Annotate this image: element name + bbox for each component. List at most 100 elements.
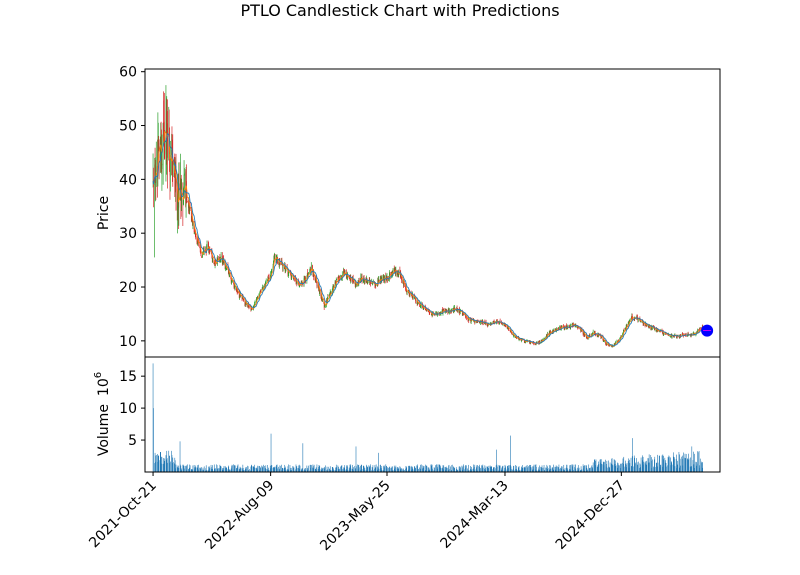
candle-body [354, 281, 356, 286]
candle-body [606, 343, 607, 345]
volume-bar [512, 468, 514, 472]
volume-bar [538, 469, 539, 472]
candle-body [668, 334, 670, 337]
candle-body [628, 321, 630, 323]
candle-body [213, 259, 215, 264]
candle-body [364, 279, 366, 282]
volume-bar [442, 465, 444, 472]
volume-bar [443, 469, 444, 472]
candle-body [185, 182, 187, 206]
candle-body [370, 282, 371, 285]
volume-bar [211, 467, 212, 472]
candle-body [673, 336, 674, 337]
candle-body [251, 308, 252, 310]
volume-bar [167, 462, 168, 472]
volume-bar [535, 469, 536, 472]
volume-bar [589, 468, 590, 472]
volume-bar [242, 467, 244, 472]
candle-body [285, 267, 287, 272]
volume-bar [664, 457, 666, 472]
volume-bar [459, 470, 461, 472]
volume-bar [323, 468, 325, 472]
volume-bar [175, 464, 177, 472]
volume-bar [516, 469, 518, 472]
volume-bar [436, 464, 438, 472]
volume-bar [467, 468, 468, 472]
volume-bar [179, 441, 181, 472]
volume-bar [663, 455, 664, 472]
volume-bar [507, 468, 509, 472]
volume-bar [346, 469, 348, 472]
volume-bar [552, 467, 554, 472]
candle-body [163, 122, 164, 124]
volume-bar [242, 464, 244, 472]
volume-bar [694, 453, 695, 472]
volume-bar [337, 465, 339, 472]
candle-body [389, 272, 391, 276]
candle-body [319, 287, 320, 294]
volume-bar [394, 467, 396, 472]
volume-bar [611, 458, 612, 472]
volume-bar [327, 470, 329, 472]
volume-bar [625, 467, 627, 472]
volume-bar [476, 467, 477, 472]
volume-bar [524, 467, 526, 472]
volume-bar [161, 456, 162, 472]
candle-body [361, 277, 362, 279]
candle-body [177, 206, 178, 211]
volume-bar [268, 469, 270, 472]
volume-bar [614, 464, 616, 472]
volume-bar [557, 466, 559, 472]
volume-bar [263, 464, 264, 472]
volume-bar [472, 468, 474, 472]
volume-bar [512, 469, 513, 472]
volume-bar [168, 455, 170, 472]
volume-bar [348, 467, 350, 472]
candle-body [600, 336, 602, 338]
volume-bar [594, 459, 596, 472]
candle-body [508, 328, 509, 330]
volume-bar [321, 469, 323, 472]
volume-bar [687, 459, 689, 472]
candle-body [271, 270, 272, 274]
volume-bar [558, 467, 559, 472]
candle-body [282, 266, 284, 268]
volume-bar [222, 468, 224, 472]
volume-bar [397, 467, 399, 472]
volume-bar [656, 462, 657, 472]
volume-bar [411, 466, 413, 472]
volume-bar [270, 468, 271, 472]
volume-bar [182, 464, 184, 472]
volume-bar [335, 467, 336, 472]
candle-body [174, 169, 175, 172]
candle-body [310, 269, 311, 271]
volume-bar [420, 464, 421, 472]
volume-bar [527, 467, 528, 472]
volume-bar [498, 465, 500, 472]
volume-bar [633, 455, 635, 472]
candle-body [498, 322, 500, 324]
volume-bar [542, 467, 543, 472]
volume-bar [509, 465, 511, 472]
volume-bar [427, 467, 429, 472]
volume-bar [637, 464, 638, 472]
candle-body [154, 166, 156, 179]
volume-panel-border [144, 356, 721, 473]
candle-body [559, 327, 560, 330]
volume-bar [553, 469, 554, 472]
volume-bar [480, 467, 481, 472]
volume-bar [639, 463, 641, 472]
volume-bar [357, 469, 359, 472]
volume-bar [482, 464, 484, 472]
candle-body [194, 232, 195, 234]
candle-body [465, 316, 467, 318]
volume-bar [408, 469, 410, 472]
candle-body [320, 290, 322, 298]
volume-bar [650, 460, 652, 472]
volume-bar [651, 467, 653, 472]
volume-bar [457, 470, 459, 472]
volume-bar [201, 467, 202, 472]
volume-bar [571, 466, 573, 472]
candle-body [201, 257, 202, 258]
candle-body [513, 334, 514, 336]
